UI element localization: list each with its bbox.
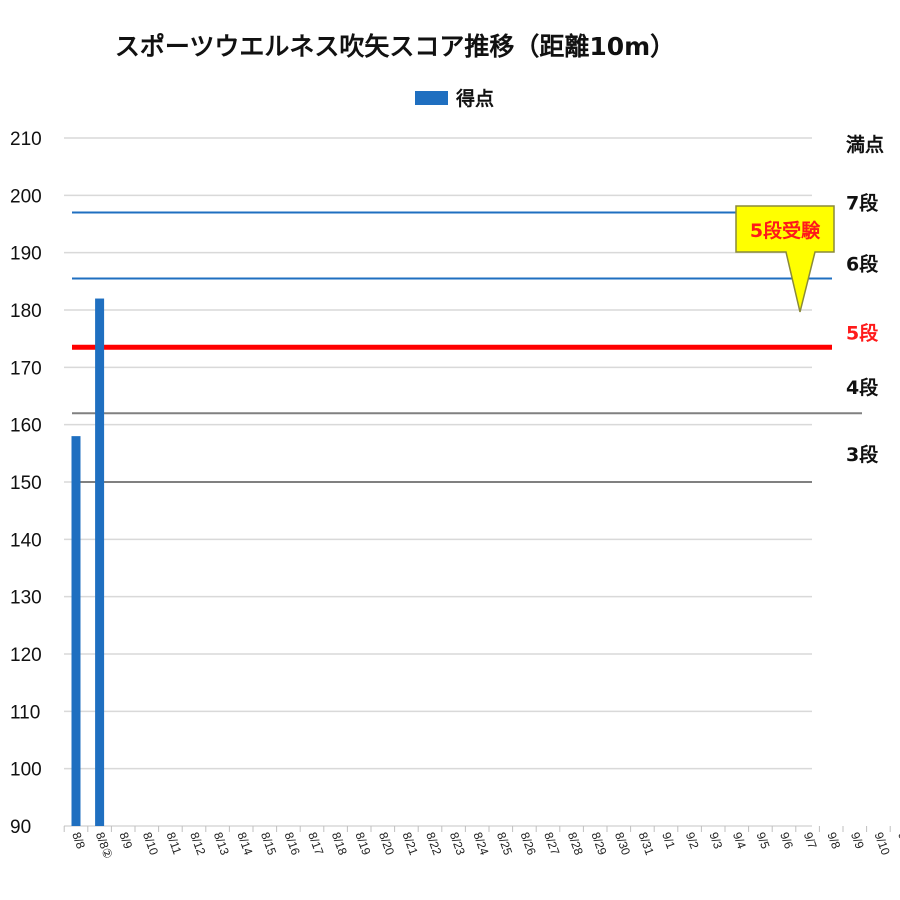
y-tick-label: 110 xyxy=(10,702,40,723)
annotation-callout: 5段受験 xyxy=(735,205,835,313)
x-tick-label: 8/19 xyxy=(352,830,373,857)
x-tick-label: 8/18 xyxy=(329,830,350,857)
x-tick-label: 8/23 xyxy=(447,830,468,857)
x-tick-label: 8/11 xyxy=(164,830,185,856)
legend-swatch xyxy=(415,91,448,105)
reference-label: 4段 xyxy=(846,376,879,399)
x-tick-label: 9/7 xyxy=(801,830,820,851)
y-tick-label: 180 xyxy=(10,301,42,322)
y-tick-label: 200 xyxy=(10,186,42,207)
x-tick-label: 8/15 xyxy=(258,830,279,857)
reference-label: 7段 xyxy=(846,192,879,215)
x-tick-label: 8/12 xyxy=(187,830,208,857)
y-tick-label: 90 xyxy=(10,817,31,838)
x-tick-label: 8/26 xyxy=(518,830,539,857)
y-tick-label: 150 xyxy=(10,473,42,494)
x-tick-label: 8/28 xyxy=(565,830,586,857)
y-tick-label: 140 xyxy=(10,530,42,551)
y-tick-label: 160 xyxy=(10,416,42,437)
x-tick-label: 9/11 xyxy=(895,830,900,856)
x-tick-label: 8/13 xyxy=(211,830,232,857)
x-tick-label: 8/17 xyxy=(305,830,326,857)
reference-label: 満点 xyxy=(846,134,884,156)
x-tick-label: 9/6 xyxy=(777,830,796,851)
annotation-callout-box xyxy=(735,205,835,313)
x-axis-ticks: 8/8 8/8② 8/9 8/10 8/11 8/12 8/13 8/14 8/15 8/16 8/… xyxy=(63,826,900,861)
reference-label: 6段 xyxy=(846,252,879,275)
reference-lines: 満点 7段 6段 5段 4段 3段 xyxy=(72,134,884,483)
x-tick-label: 8/21 xyxy=(400,830,421,857)
y-axis-ticks: 90 100 110 120 130 140 150 160 170 180 190 200 210 xyxy=(10,129,42,838)
x-tick-label: 8/27 xyxy=(541,830,562,857)
x-tick-label: 8/9 xyxy=(116,830,135,851)
x-tick-label: 8/24 xyxy=(470,830,491,857)
x-tick-label: 9/3 xyxy=(706,830,725,851)
x-tick-label: 8/29 xyxy=(588,830,609,857)
y-tick-label: 130 xyxy=(10,588,42,609)
x-tick-label: 8/16 xyxy=(282,830,303,857)
x-tick-label: 8/31 xyxy=(636,830,657,857)
x-tick-label: 8/14 xyxy=(234,830,255,857)
annotation-text: 5段受験 xyxy=(750,219,821,242)
y-tick-label: 210 xyxy=(10,129,42,150)
x-tick-label: 9/9 xyxy=(848,830,867,851)
x-tick-label: 9/1 xyxy=(659,830,678,851)
chart-title: スポーツウエルネス吹矢スコア推移（距離10m） xyxy=(115,32,675,61)
y-tick-label: 190 xyxy=(10,244,42,265)
reference-label: 3段 xyxy=(846,443,879,466)
x-tick-label: 9/5 xyxy=(754,830,773,851)
x-tick-label: 8/30 xyxy=(612,830,633,857)
legend-label: 得点 xyxy=(455,87,494,110)
x-tick-label: 8/22 xyxy=(423,830,444,857)
x-tick-label: 8/8 xyxy=(69,830,88,851)
y-tick-label: 120 xyxy=(10,645,42,666)
x-tick-label: 9/8 xyxy=(824,830,843,851)
x-tick-label: 9/4 xyxy=(730,830,749,851)
x-tick-label: 8/8② xyxy=(93,830,116,861)
x-tick-label: 8/25 xyxy=(494,830,515,857)
x-tick-label: 8/10 xyxy=(140,830,161,857)
y-tick-label: 170 xyxy=(10,358,42,379)
bars xyxy=(71,298,105,826)
bar xyxy=(95,298,105,826)
y-tick-label: 100 xyxy=(10,760,42,781)
bar xyxy=(71,436,81,826)
reference-label: 5段 xyxy=(846,321,879,344)
grid-lines xyxy=(64,137,812,827)
x-tick-label: 8/20 xyxy=(376,830,397,857)
x-tick-label: 9/2 xyxy=(683,830,702,851)
x-tick-label: 9/10 xyxy=(872,830,893,857)
